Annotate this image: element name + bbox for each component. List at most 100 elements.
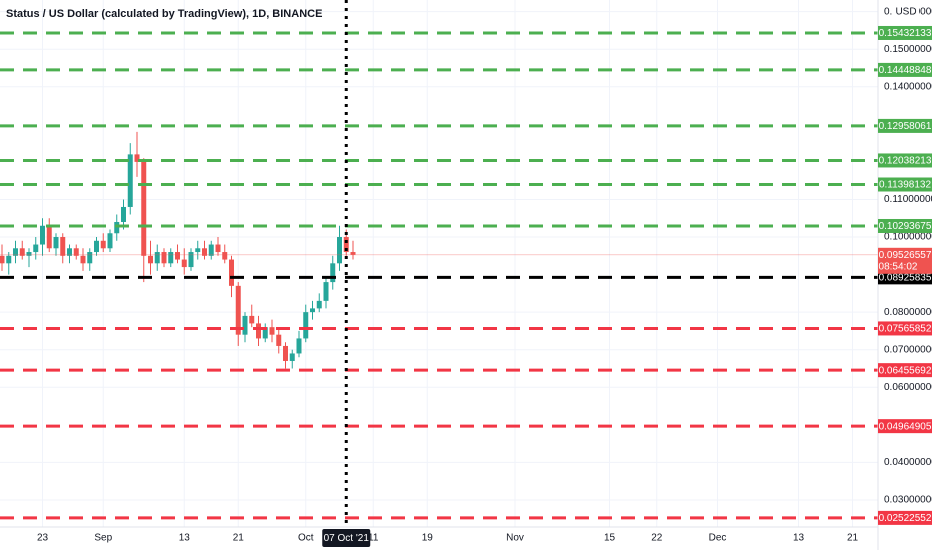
- candle-body: [53, 237, 59, 249]
- candle-body: [80, 255, 86, 264]
- level-label: 0.15432133: [879, 28, 932, 39]
- level-label-box: [878, 510, 932, 525]
- x-tick-label: 15: [604, 533, 616, 544]
- candle-body: [202, 248, 207, 256]
- candle-body: [60, 237, 66, 256]
- countdown-label: 08:54:02: [879, 261, 918, 272]
- level-label: 0.04964905: [879, 421, 932, 432]
- x-tick-label: 21: [847, 533, 859, 544]
- candle-body: [229, 259, 234, 286]
- currency-label: USD: [895, 7, 916, 18]
- level-label-box: [878, 218, 932, 233]
- candle-body: [188, 252, 194, 268]
- level-label-box: [878, 270, 932, 285]
- crosshair-label: 07 Oct '21: [324, 533, 370, 544]
- candle-body: [13, 248, 18, 256]
- x-tick-label: Sep: [94, 533, 112, 544]
- candle-body: [337, 237, 342, 264]
- candle-body: [256, 323, 261, 339]
- candle-body: [121, 206, 126, 222]
- level-label: 0.06455692: [879, 365, 932, 376]
- candle-body: [26, 252, 32, 256]
- candle-body: [276, 334, 282, 346]
- x-tick-label: 19: [422, 533, 434, 544]
- candle-body: [46, 225, 52, 249]
- candle-body: [195, 248, 201, 253]
- candle-body: [154, 252, 160, 264]
- candle-body: [330, 263, 336, 283]
- candle-body: [40, 225, 45, 245]
- candle-body: [262, 327, 268, 339]
- candle-body: [134, 154, 140, 162]
- x-tick-label: 11: [368, 533, 379, 544]
- candle-body: [73, 248, 79, 256]
- price-label: 0.09526557: [879, 250, 932, 261]
- candle-body: [235, 285, 241, 335]
- candle-body: [100, 240, 106, 249]
- currency-badge: [893, 5, 919, 19]
- time-axis: [0, 527, 878, 550]
- candle-body: [175, 252, 180, 260]
- level-label: 0.08925835: [879, 273, 932, 284]
- candle-body: [296, 338, 302, 354]
- candle-body: [148, 255, 153, 264]
- level-label: 0.12038213: [879, 156, 932, 167]
- candle-body: [323, 282, 329, 301]
- candle-body: [107, 233, 113, 249]
- candle-body: [33, 244, 39, 253]
- plot: [0, 31, 878, 520]
- candle-body: [310, 308, 315, 313]
- candle-body: [242, 315, 248, 335]
- chart-title: Status / US Dollar (calculated by Tradin…: [6, 8, 322, 20]
- candle-body: [222, 252, 228, 260]
- level-label-box: [878, 25, 932, 40]
- candle-body: [114, 221, 120, 234]
- candle-body: [181, 259, 187, 268]
- x-tick-label: 22: [651, 533, 663, 544]
- candle-body: [350, 252, 356, 255]
- x-tick-label: 21: [233, 533, 245, 544]
- level-label-box: [878, 177, 932, 192]
- candle-body: [215, 244, 221, 253]
- candle-body: [141, 161, 147, 256]
- x-tick-label: Dec: [709, 533, 727, 544]
- level-label-box: [878, 118, 932, 133]
- axes: 0.160000000.150000000.140000000.11000000…: [37, 0, 932, 547]
- candle-body: [6, 255, 12, 264]
- candle-body: [0, 255, 5, 264]
- candle-body: [161, 252, 167, 264]
- level-label-box: [878, 363, 932, 378]
- price-label-box: [878, 247, 932, 274]
- y-tick-label: 0.10000000: [884, 232, 932, 243]
- y-tick-label: 0.07000000: [884, 344, 932, 355]
- level-label-box: [878, 62, 932, 77]
- level-label: 0.07565852: [879, 324, 932, 335]
- candle-body: [283, 345, 288, 361]
- candle-body: [249, 315, 255, 324]
- level-label: 0.14448848: [879, 65, 932, 76]
- x-tick-label: 13: [793, 533, 805, 544]
- candle-body: [94, 240, 99, 253]
- level-label: 0.11398132: [879, 180, 932, 191]
- x-tick-label: 13: [179, 533, 191, 544]
- y-tick-label: 0.11000000: [884, 194, 932, 205]
- crosshair-label-box: [322, 529, 371, 547]
- y-tick-label: 0.14000000: [884, 81, 932, 92]
- x-tick-label: 23: [37, 533, 49, 544]
- level-label-box: [878, 321, 932, 336]
- y-tick-label: 0.04000000: [884, 457, 932, 468]
- candle-body: [87, 252, 93, 264]
- x-tick-label: Oct: [298, 533, 314, 544]
- candle-body: [303, 312, 309, 339]
- candle-body: [208, 244, 214, 256]
- level-label: 0.12958061: [879, 121, 932, 132]
- candle-body: [269, 327, 275, 335]
- y-tick-label: 0.08000000: [884, 307, 932, 318]
- candle-body: [289, 353, 295, 361]
- level-label: 0.10293675: [879, 221, 932, 232]
- level-label-box: [878, 419, 932, 434]
- y-tick-label: 0.03000000: [884, 495, 932, 506]
- y-tick-label: 0.06000000: [884, 382, 932, 393]
